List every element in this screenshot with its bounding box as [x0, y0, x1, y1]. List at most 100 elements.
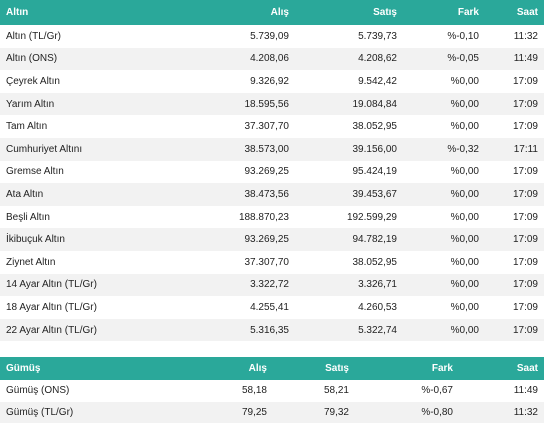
row-time: 17:09 — [512, 75, 538, 87]
header-sell: Satış — [325, 363, 349, 374]
row-time: 17:09 — [512, 121, 538, 133]
row-buy-price: 93.269,25 — [244, 166, 290, 178]
header-sell: Satış — [373, 7, 397, 18]
row-sell-price: 192.599,29 — [346, 211, 397, 223]
header-buy: Alış — [248, 363, 267, 374]
row-time: 17:09 — [512, 98, 538, 110]
row-name: Gümüş (ONS) — [6, 385, 70, 397]
table-row: Cumhuriyet Altını 38.573,00 39.156,00 %-0,3… — [0, 137, 544, 161]
row-sell-price: 9.542,42 — [358, 75, 397, 87]
header-time: Saat — [516, 7, 538, 18]
silver-table-body: Gümüş (ONS) 58,18 58,21 %-0,67 11:49 Gümüş (T… — [0, 380, 544, 423]
row-sell-price: 58,21 — [323, 385, 349, 397]
row-sell-price: 19.084,84 — [352, 98, 398, 110]
row-sell-price: 38.052,95 — [352, 256, 398, 268]
table-row: Ziynet Altın 37.307,70 38.052,95 %0,00 17:09 — [0, 250, 544, 274]
row-buy-price: 93.269,25 — [244, 234, 290, 246]
row-name: Altın (ONS) — [6, 53, 58, 65]
row-name: Beşli Altın — [6, 211, 50, 223]
row-sell-price: 4.208,62 — [358, 53, 397, 65]
row-sell-price: 38.052,95 — [352, 121, 398, 133]
table-row: İkibuçuk Altın 93.269,25 94.782,19 %0,00 17:… — [0, 228, 544, 251]
row-buy-price: 58,18 — [241, 385, 267, 397]
row-name: 18 Ayar Altın (TL/Gr) — [6, 301, 97, 313]
silver-price-table: Gümüş Alış Satış Fark Saat Gümüş (ONS) 58… — [0, 357, 544, 423]
row-time: 17:09 — [512, 234, 538, 246]
table-row: Tam Altın 37.307,70 38.052,95 %0,00 17:09 — [0, 115, 544, 138]
row-change: %0,00 — [450, 234, 479, 246]
row-sell-price: 39.453,67 — [352, 188, 398, 200]
header-silver: Gümüş — [6, 363, 41, 374]
row-name: Yarım Altın — [6, 98, 55, 110]
row-name: 14 Ayar Altın (TL/Gr) — [6, 279, 97, 291]
row-name: Ziynet Altın — [6, 256, 56, 268]
row-buy-price: 9.326,92 — [250, 75, 289, 87]
row-sell-price: 4.260,53 — [358, 301, 397, 313]
row-change: %0,00 — [450, 256, 479, 268]
row-change: %-0,32 — [447, 143, 479, 155]
row-sell-price: 5.322,74 — [358, 324, 397, 336]
row-name: İkibuçuk Altın — [6, 234, 65, 246]
row-time: 11:32 — [513, 30, 538, 42]
table-row: 18 Ayar Altın (TL/Gr) 4.255,41 4.260,53 %0,… — [0, 296, 544, 319]
table-row: 14 Ayar Altın (TL/Gr) 3.322,72 3.326,71 %0,… — [0, 273, 544, 297]
table-row: 22 Ayar Altın (TL/Gr) 5.316,35 5.322,74 %0,… — [0, 318, 544, 342]
row-buy-price: 5.316,35 — [250, 324, 289, 336]
row-name: Cumhuriyet Altını — [6, 143, 83, 155]
row-sell-price: 39.156,00 — [352, 143, 398, 155]
row-change: %-0,05 — [447, 53, 479, 65]
table-row: Çeyrek Altın 9.326,92 9.542,42 %0,00 17:09 — [0, 70, 544, 93]
row-change: %0,00 — [450, 75, 479, 87]
row-change: %0,00 — [450, 98, 479, 110]
row-sell-price: 5.739,73 — [358, 30, 397, 42]
row-change: %-0,67 — [421, 385, 453, 397]
table-row: Altın (ONS) 4.208,06 4.208,62 %-0,05 11:49 — [0, 47, 544, 71]
row-change: %0,00 — [450, 279, 479, 291]
header-time: Saat — [516, 363, 538, 374]
row-time: 17:09 — [512, 188, 538, 200]
gold-table-body: Altın (TL/Gr) 5.739,09 5.739,73 %-0,10 11:32… — [0, 25, 544, 342]
row-sell-price: 95.424,19 — [352, 166, 398, 178]
row-time: 17:09 — [512, 301, 538, 313]
row-buy-price: 4.255,41 — [250, 301, 289, 313]
row-buy-price: 37.307,70 — [244, 121, 290, 133]
header-buy: Alış — [270, 7, 289, 18]
table-row: Gümüş (ONS) 58,18 58,21 %-0,67 11:49 — [0, 380, 544, 402]
row-buy-price: 38.473,56 — [244, 188, 290, 200]
table-row: Yarım Altın 18.595,56 19.084,84 %0,00 17:09 — [0, 92, 544, 116]
row-change: %0,00 — [450, 166, 479, 178]
gold-table-header: Altın Alış Satış Fark Saat — [0, 0, 544, 25]
table-row: Beşli Altın 188.870,23 192.599,29 %0,00 17:0… — [0, 205, 544, 229]
row-buy-price: 79,25 — [241, 406, 267, 418]
row-buy-price: 18.595,56 — [244, 98, 290, 110]
silver-table-header: Gümüş Alış Satış Fark Saat — [0, 357, 544, 380]
row-time: 17:09 — [512, 279, 538, 291]
row-name: Gremse Altın — [6, 166, 64, 178]
row-name: Altın (TL/Gr) — [6, 30, 62, 42]
row-buy-price: 4.208,06 — [250, 53, 289, 65]
row-time: 17:09 — [512, 256, 538, 268]
row-sell-price: 79,32 — [323, 406, 349, 418]
table-row: Ata Altın 38.473,56 39.453,67 %0,00 17:09 — [0, 183, 544, 206]
row-time: 17:11 — [513, 143, 538, 155]
row-time: 11:49 — [513, 53, 538, 65]
row-change: %0,00 — [450, 188, 479, 200]
table-row: Altın (TL/Gr) 5.739,09 5.739,73 %-0,10 11:32 — [0, 25, 544, 48]
row-time: 11:32 — [513, 406, 538, 418]
row-buy-price: 188.870,23 — [238, 211, 289, 223]
row-buy-price: 3.322,72 — [250, 279, 289, 291]
row-name: 22 Ayar Altın (TL/Gr) — [6, 324, 97, 336]
row-sell-price: 94.782,19 — [352, 234, 398, 246]
header-diff: Fark — [431, 363, 453, 374]
row-time: 17:09 — [512, 324, 538, 336]
row-name: Tam Altın — [6, 121, 48, 133]
row-name: Çeyrek Altın — [6, 75, 60, 87]
row-buy-price: 5.739,09 — [250, 30, 289, 42]
row-name: Gümüş (TL/Gr) — [6, 406, 74, 418]
row-change: %0,00 — [450, 324, 479, 336]
row-buy-price: 38.573,00 — [244, 143, 290, 155]
row-buy-price: 37.307,70 — [244, 256, 290, 268]
table-row: Gremse Altın 93.269,25 95.424,19 %0,00 17:09 — [0, 160, 544, 184]
row-time: 17:09 — [512, 166, 538, 178]
row-change: %0,00 — [450, 211, 479, 223]
